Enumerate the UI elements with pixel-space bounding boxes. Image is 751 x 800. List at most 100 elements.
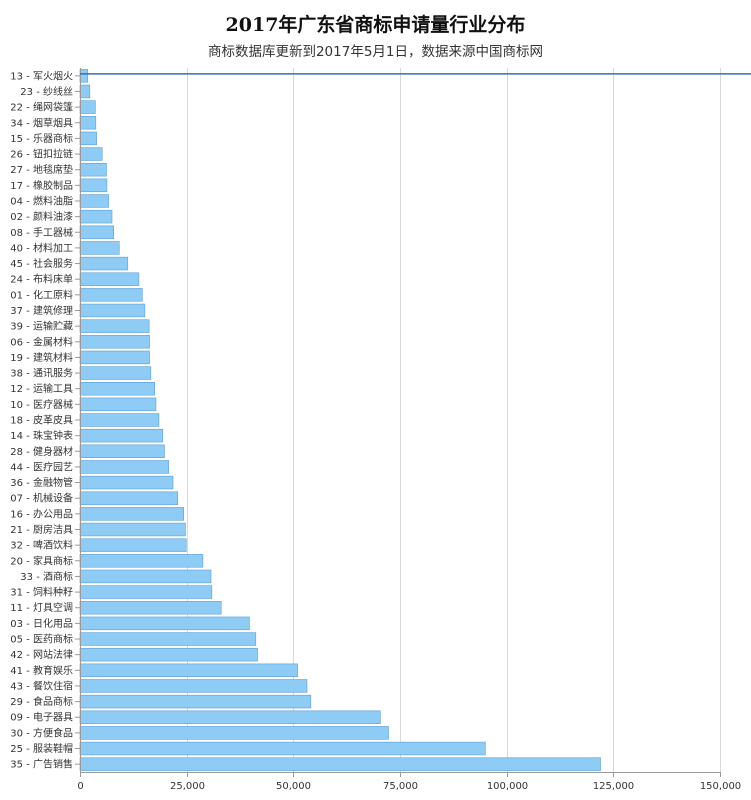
category-label: 31 - 饲料种籽 (10, 586, 73, 599)
category-label: 41 - 教育娱乐 (10, 664, 73, 677)
category-label: 07 - 机械设备 (10, 492, 73, 505)
bar (79, 303, 146, 318)
bar (79, 413, 160, 427)
bar (79, 335, 150, 349)
x-tick-label: 125,000 (593, 781, 634, 792)
bar (79, 178, 108, 193)
bar (79, 209, 113, 224)
category-label: 27 - 地毯席垫 (10, 163, 73, 176)
bar (79, 726, 389, 740)
category-label: 26 - 钮扣拉链 (10, 148, 73, 161)
category-label: 18 - 皮革皮具 (10, 414, 73, 427)
category-label: 45 - 社会服务 (10, 257, 73, 270)
x-tick-label: 100,000 (487, 781, 528, 792)
bar (79, 319, 150, 333)
bar (79, 491, 179, 505)
category-label: 40 - 材料加工 (10, 241, 73, 254)
bar (79, 663, 298, 678)
category-label: 06 - 金属材料 (10, 335, 73, 348)
bar (79, 381, 155, 396)
category-label: 08 - 手工器械 (10, 226, 73, 239)
bar (79, 350, 150, 365)
category-label: 22 - 绳网袋篷 (10, 101, 73, 114)
bar (79, 116, 97, 130)
category-label: 38 - 通讯服务 (10, 367, 73, 380)
category-label: 20 - 家具商标 (10, 554, 73, 567)
x-tick-label: 25,000 (170, 781, 205, 792)
bars (79, 69, 601, 771)
x-tick-label: 0 (77, 781, 83, 792)
x-tick-label: 50,000 (276, 781, 311, 792)
bar (79, 601, 222, 615)
bar (79, 256, 129, 271)
x-tick-label: 75,000 (383, 781, 418, 792)
chart-title: 2017年广东省商标申请量行业分布 (225, 14, 526, 36)
bar (79, 241, 120, 255)
bar (79, 225, 115, 239)
bar (79, 616, 250, 631)
category-label: 14 - 珠宝钟表 (10, 429, 73, 442)
bar (79, 507, 184, 521)
bar (79, 679, 308, 693)
bar (79, 647, 258, 662)
bar (79, 444, 165, 458)
category-label: 12 - 运输工具 (10, 382, 73, 395)
category-label: 36 - 金融物管 (10, 476, 73, 489)
bar (79, 194, 109, 208)
category-label: 03 - 日化用品 (10, 617, 73, 630)
category-label: 33 - 酒商标 (20, 570, 73, 583)
bar (79, 428, 164, 443)
category-label: 44 - 医疗园艺 (10, 460, 73, 473)
bar (79, 460, 170, 474)
bar (79, 694, 312, 709)
bar (79, 538, 187, 552)
bar (79, 569, 212, 584)
bar (79, 397, 157, 412)
bar (79, 475, 174, 490)
chart-subtitle: 商标数据库更新到2017年5月1日，数据来源中国商标网 (207, 44, 544, 60)
bar (79, 757, 601, 771)
bar (79, 522, 186, 537)
bar (79, 131, 97, 146)
bar (79, 147, 103, 161)
bar (79, 162, 107, 177)
bar (79, 272, 140, 286)
category-label: 13 - 军火烟火 (10, 69, 73, 82)
category-label: 29 - 食品商标 (10, 695, 73, 708)
category-label: 09 - 电子器具 (10, 711, 73, 724)
x-tick-label: 150,000 (700, 781, 741, 792)
bar (79, 69, 88, 83)
category-label: 37 - 建筑修理 (10, 304, 73, 317)
category-label: 43 - 餐饮住宿 (10, 679, 73, 692)
category-label: 32 - 啤酒饮料 (10, 539, 73, 552)
bar (79, 585, 213, 599)
bar (79, 288, 143, 302)
category-label: 23 - 纱线丝 (20, 85, 73, 98)
category-label: 17 - 橡胶制品 (10, 179, 73, 192)
category-label: 28 - 健身器材 (10, 445, 73, 458)
bar (79, 710, 381, 724)
category-label: 19 - 建筑材料 (10, 351, 73, 364)
category-label: 15 - 乐器商标 (10, 132, 73, 145)
category-label: 24 - 布料床单 (10, 273, 73, 286)
category-label: 42 - 网站法律 (10, 648, 73, 661)
axes (75, 68, 751, 777)
bar (79, 366, 152, 380)
category-label: 04 - 燃料油脂 (10, 194, 73, 207)
category-label: 01 - 化工原料 (10, 288, 73, 301)
x-tick-labels: 0 25,000 50,000 75,000 100,000 125,000 150,000 (77, 781, 741, 792)
category-label: 30 - 方便食品 (10, 726, 73, 739)
bar (79, 741, 486, 756)
category-label: 02 - 颜料油漆 (10, 210, 73, 223)
category-label: 21 - 厨房洁具 (10, 523, 73, 536)
category-label: 10 - 医疗器械 (10, 398, 73, 411)
category-label: 35 - 广告销售 (10, 758, 73, 771)
bar (79, 84, 91, 99)
bar (79, 632, 257, 646)
category-label: 16 - 办公用品 (10, 507, 73, 520)
category-labels: 13 - 军火烟火 23 - 纱线丝 22 - 绳网袋篷 34 - 烟草烟具 15 - … (10, 69, 73, 770)
category-label: 25 - 服装鞋帽 (10, 742, 73, 755)
category-label: 39 - 运输贮藏 (10, 320, 73, 333)
bar (79, 100, 96, 114)
